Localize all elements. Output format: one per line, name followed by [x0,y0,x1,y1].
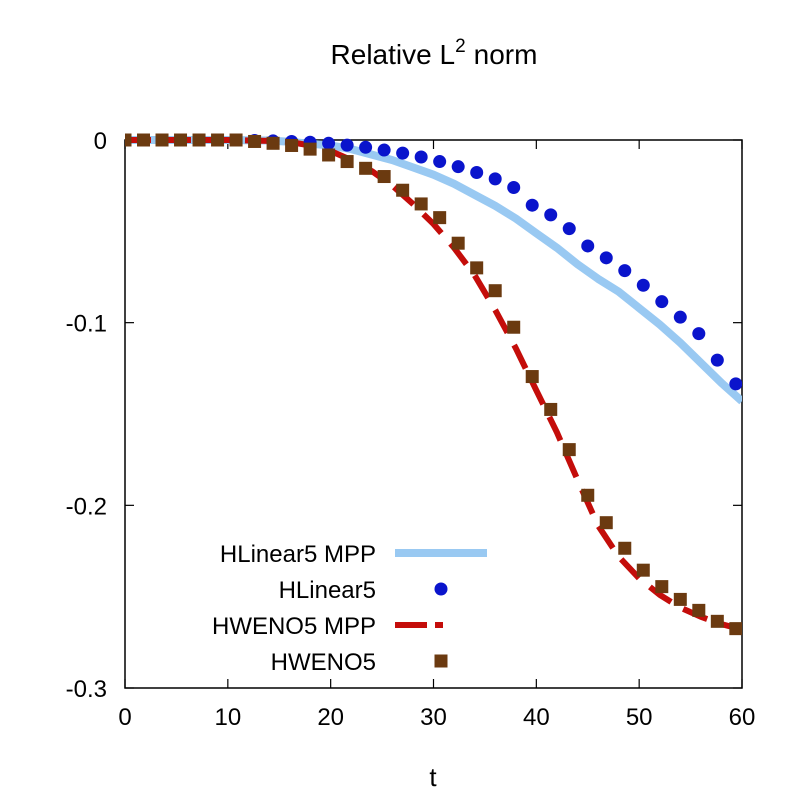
series-hweno5-point [599,516,613,530]
series-hlinear5-point [729,377,742,391]
legend-label-hlinear5-mpp: HLinear5 MPP [220,541,376,568]
series-hweno5-point [710,614,724,628]
series-hlinear5-mpp-line [125,136,742,405]
series-hweno5-point [562,443,576,457]
series-hlinear5-point [322,136,336,150]
axis-ticks: 0 10 20 30 40 50 60 0 -0.1 -0.2 -0.3 [66,128,756,731]
series-layer [125,133,742,636]
series-hlinear5-point [377,143,391,157]
y-tick-label: -0.1 [66,311,107,338]
series-hlinear5-point [488,172,502,186]
series-hweno5-point [692,603,706,617]
series-hlinear5-point [414,150,428,164]
series-hweno5-point [507,320,521,334]
series-hlinear5-point [673,310,687,324]
series-hweno5-point [211,133,225,147]
chart-title-suffix: norm [474,39,538,70]
chart-title-main: Relative L [331,39,456,70]
series-hweno5-point [248,134,262,148]
series-hweno5-point [414,197,428,211]
series-hlinear5-point [544,208,558,222]
series-hweno5-point [125,133,132,147]
x-tick-label: 60 [729,704,756,731]
series-hweno5-point [618,541,632,555]
series-hweno5-point [174,133,188,147]
y-tick-label: -0.2 [66,493,107,520]
series-hweno5-point [451,236,465,250]
series-hweno5-point [155,133,169,147]
legend: HLinear5 MPP HLinear5 HWENO5 MPP HWENO5 [212,541,487,676]
series-hlinear5-point [581,239,595,253]
chart-title: Relative L2 norm [331,36,538,70]
x-tick-label: 50 [626,704,653,731]
series-hlinear5-point [618,264,632,278]
series-hlinear5-point [692,327,706,341]
series-hlinear5-point [451,160,465,174]
series-hlinear5-point [599,251,613,265]
x-tick-label: 20 [317,704,344,731]
series-hweno5-point [636,563,650,577]
series-hweno5-point [266,136,280,150]
legend-label-hweno5: HWENO5 [271,649,376,676]
legend-label-hlinear5: HLinear5 [279,577,376,604]
y-tick-label: 0 [94,128,107,155]
series-hlinear5-point [433,155,447,169]
series-hweno5-point [655,580,669,594]
legend-swatch-hweno5 [434,654,448,668]
series-hweno5-point [396,183,410,197]
series-hlinear5-point [470,166,484,180]
series-hweno5-point [525,370,539,384]
y-tick-label: -0.3 [66,676,107,703]
series-hweno5-point [137,133,151,147]
series-hlinear5-point [710,353,724,367]
series-hlinear5-point [340,138,354,152]
x-tick-label: 10 [214,704,241,731]
series-hweno5-point [359,161,373,175]
series-hlinear5-point [655,295,669,309]
series-hweno5-point [285,138,299,152]
series-hweno5-point [377,170,391,184]
series-hweno5-point [581,488,595,502]
x-tick-label: 40 [523,704,550,731]
series-hweno5-point [192,133,206,147]
x-tick-label: 0 [118,704,131,731]
series-hweno5-point [229,133,243,147]
series-hweno5-point [729,622,742,636]
series-hlinear5-point [636,278,650,292]
series-hlinear5-point [396,146,410,160]
series-hweno5-point [673,592,687,606]
series-hweno5-point [544,402,558,416]
series-hweno5-point [303,142,317,156]
x-tick-label: 30 [420,704,447,731]
chart-title-superscript: 2 [455,36,466,57]
series-hlinear5-point [525,198,539,212]
series-hweno5-point [470,261,484,275]
legend-swatch-hlinear5 [434,582,448,596]
x-axis-label: t [429,762,437,792]
series-hweno5-point [340,155,354,169]
legend-label-hweno5-mpp: HWENO5 MPP [212,613,376,640]
series-hweno5-point [488,284,502,298]
series-hweno5-point [322,148,336,162]
series-hlinear5-point [359,140,373,154]
series-hweno5-point [433,211,447,225]
series-hlinear5-point [562,222,576,236]
series-hlinear5-point [507,180,521,194]
